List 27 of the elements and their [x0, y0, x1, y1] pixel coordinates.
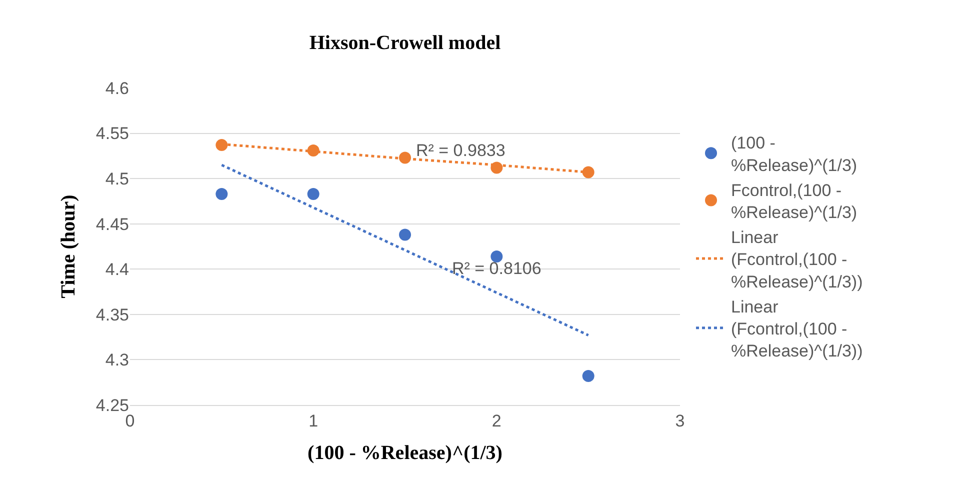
- legend-label: (100 - %Release)^(1/3): [731, 134, 858, 175]
- y-tick-label: 4.5: [105, 170, 129, 189]
- y-tick-label: 4.6: [105, 78, 129, 98]
- y-tick-label: 4.35: [96, 305, 129, 324]
- point: [307, 188, 320, 200]
- x-tick-label: 3: [675, 411, 685, 430]
- point: [490, 250, 503, 262]
- y-tick-label: 4.55: [96, 124, 129, 144]
- y-tick-label: 4.45: [96, 214, 129, 234]
- y-tick-label: 4.3: [105, 350, 129, 370]
- annotation: R² = 0.9833: [416, 141, 506, 160]
- point: [582, 166, 594, 178]
- point: [216, 188, 228, 200]
- x-axis-title: (100 - %Release)^(1/3): [308, 442, 502, 464]
- point: [582, 370, 594, 382]
- y-tick-label: 4.4: [105, 260, 129, 280]
- annotation: R² = 0.8106: [452, 259, 542, 278]
- x-tick-label: 2: [492, 411, 502, 430]
- legend-label: Linear (Fcontrol,(100 - %Release)^(1/3)): [731, 297, 863, 361]
- legend-label: Fcontrol,(100 - %Release)^(1/3): [731, 180, 858, 222]
- point: [216, 139, 228, 152]
- y-axis-title: Time (hour): [57, 194, 80, 298]
- chart-title: Hixson-Crowell model: [309, 32, 502, 54]
- point: [399, 228, 411, 241]
- line-series: [220, 164, 590, 337]
- x-tick-label: 1: [308, 411, 318, 430]
- legend-label: Linear (Fcontrol,(100 - %Release)^(1/3)): [731, 228, 863, 292]
